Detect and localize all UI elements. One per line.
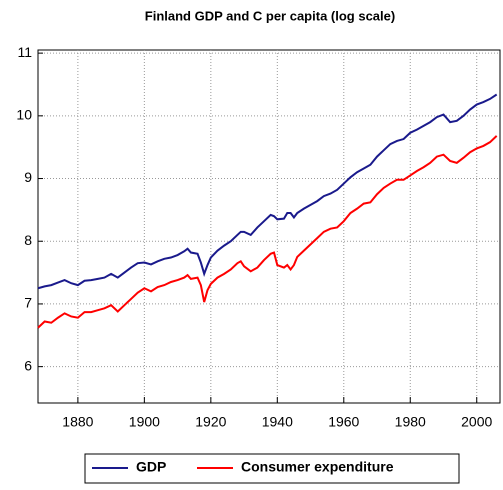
series-line bbox=[37, 93, 498, 290]
y-tick-label: 7 bbox=[24, 295, 32, 311]
series-line bbox=[37, 135, 498, 329]
x-tick-label: 1920 bbox=[195, 414, 226, 430]
legend-label: GDP bbox=[136, 459, 166, 475]
y-tick-label: 9 bbox=[24, 169, 32, 185]
x-tick-label: 1880 bbox=[62, 414, 93, 430]
x-tick-label: 1980 bbox=[395, 414, 426, 430]
y-tick-label: 6 bbox=[24, 357, 32, 373]
x-tick-label: 1900 bbox=[129, 414, 160, 430]
chart-title: Finland GDP and C per capita (log scale) bbox=[145, 8, 395, 23]
y-tick-label: 10 bbox=[16, 107, 32, 123]
x-tick-label: 1940 bbox=[262, 414, 293, 430]
plot-frame bbox=[37, 49, 501, 404]
legend-label: Consumer expenditure bbox=[241, 459, 394, 475]
y-tick-label: 8 bbox=[24, 232, 32, 248]
legend-box bbox=[84, 453, 460, 484]
y-tick-label: 11 bbox=[17, 44, 32, 60]
x-tick-label: 2000 bbox=[461, 414, 492, 430]
x-tick-label: 1960 bbox=[328, 414, 359, 430]
